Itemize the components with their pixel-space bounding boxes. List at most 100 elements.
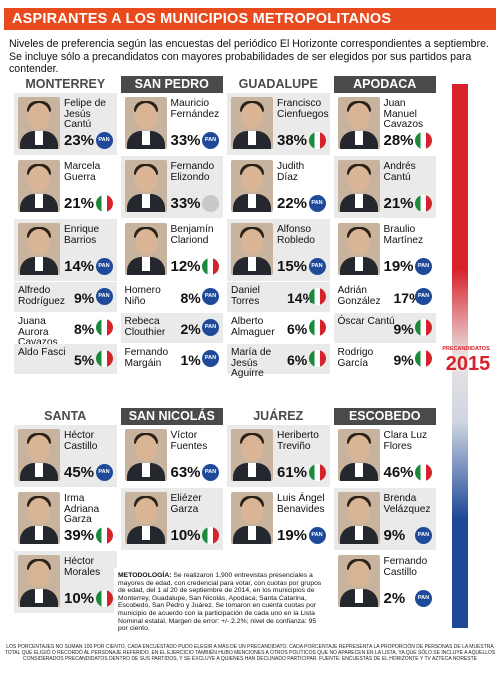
party-logo-pri: [95, 350, 113, 367]
candidate-percentage: 9%: [74, 290, 95, 306]
candidate-percentage: 10%: [64, 590, 95, 607]
candidate-name: Alfonso Robledo: [277, 224, 315, 246]
party-logo-pan: PAN: [415, 527, 432, 544]
candidate-percentage: 39%: [64, 527, 95, 544]
candidate-percentage: 38%: [277, 132, 308, 149]
party-logo-ind: [202, 195, 219, 212]
candidate-row: Aldo Fasci 5%: [14, 344, 117, 375]
candidate-percentage: 6%: [287, 352, 308, 368]
candidate-name: Rebeca Clouthier: [124, 316, 166, 338]
candidate-name: Marcela Guerra: [64, 161, 101, 183]
candidate-name: Fernando Elizondo: [170, 161, 215, 183]
candidate-card: Juan Manuel Cavazos 28%: [333, 93, 436, 156]
party-logo-pan: PAN: [415, 590, 432, 607]
candidate-percentage: 8%: [180, 290, 201, 306]
candidate-card: Braulio Martínez 19% PAN: [333, 219, 436, 282]
party-logo-pri: [308, 132, 326, 149]
candidate-card: Heriberto Treviño 61%: [227, 425, 330, 488]
candidate-row: María de Jesús Aguirre 6%: [227, 344, 330, 379]
candidate-row: Rodrigo García 9%: [333, 344, 436, 375]
party-logo-pri: [95, 590, 113, 607]
party-logo-pri: [415, 132, 432, 149]
party-logo-pan: PAN: [95, 132, 113, 149]
candidate-row: Juana Aurora Cavazos 8%: [14, 313, 117, 348]
party-color-bar: [452, 84, 468, 628]
candidate-card: Víctor Fuentes 63% PAN: [120, 425, 223, 488]
candidate-percentage: 8%: [74, 321, 95, 337]
party-logo-pan: PAN: [95, 258, 113, 275]
candidate-name: Francisco Cienfuegos: [277, 98, 329, 120]
candidate-row: Adrián González 17% PAN: [333, 282, 436, 313]
candidate-percentage: 2%: [180, 321, 201, 337]
candidate-percentage: 15%: [277, 258, 308, 275]
municipality-header: JUÁREZ: [227, 408, 330, 425]
candidate-photo: [231, 223, 273, 275]
candidate-percentage: 17%: [393, 290, 422, 306]
party-logo-pri: [95, 319, 113, 336]
candidate-row: Óscar Cantú 9%: [333, 313, 436, 344]
precandidatos-label: PRECANDIDATOS: [442, 346, 490, 352]
candidate-card: Fernando Castillo 2% PAN: [333, 551, 436, 614]
candidate-percentage: 23%: [64, 132, 95, 149]
candidate-name: Fernando Margáin: [124, 347, 169, 369]
candidate-photo: [124, 429, 167, 481]
candidate-card: Benjamín Clariond 12%: [120, 219, 223, 282]
party-logo-pri: [415, 350, 432, 367]
candidate-name: Braulio Martínez: [383, 224, 424, 246]
party-logo-pan: PAN: [95, 464, 113, 481]
party-logo-pri: [415, 195, 432, 212]
candidate-name: Irma Adriana Garza: [64, 493, 100, 526]
candidate-name: Alfredo Rodríguez: [18, 285, 66, 307]
municipality-header: APODACA: [333, 76, 436, 93]
candidate-percentage: 9%: [393, 352, 414, 368]
candidate-name: Luis Ángel Benavides: [277, 493, 325, 515]
candidate-percentage: 33%: [170, 195, 201, 212]
candidate-card: Clara Luz Flores 46%: [333, 425, 436, 488]
party-logo-pri: [308, 464, 326, 481]
candidate-photo: [337, 492, 380, 544]
candidate-photo: [337, 97, 380, 149]
candidate-card: Brenda Velázquez 9% PAN: [333, 488, 436, 551]
candidate-percentage: 21%: [383, 195, 414, 212]
candidate-name: Óscar Cantú: [337, 316, 395, 327]
candidate-row: Rebeca Clouthier 2% PAN: [120, 313, 223, 344]
candidate-photo: [337, 160, 380, 212]
candidate-photo: [18, 97, 60, 149]
party-logo-pan: PAN: [202, 132, 219, 149]
candidate-name: Adrián González: [337, 285, 381, 307]
candidate-photo: [124, 492, 167, 544]
candidate-photo: [18, 429, 60, 481]
candidate-photo: [231, 429, 273, 481]
candidate-photo: [337, 223, 380, 275]
candidate-name: Daniel Torres: [231, 285, 260, 307]
municipality-header: SANTA CATARINA: [14, 408, 117, 440]
candidate-row: Alberto Almaguer 6%: [227, 313, 330, 344]
candidate-card: Felipe de Jesús Cantú 23% PAN: [14, 93, 117, 156]
candidate-photo: [231, 492, 273, 544]
party-logo-pri: [308, 350, 326, 367]
party-logo-pri: [415, 319, 432, 336]
footer-note: LOS PORCENTAJES NO SUMAN 100 POR CIENTO,…: [4, 644, 496, 662]
bottom-municipalities-grid: SANTA CATARINASAN NICOLÁSJUÁREZESCOBEDOH…: [14, 408, 436, 614]
candidate-percentage: 45%: [64, 464, 95, 481]
candidate-name: Mauricio Fernández: [170, 98, 220, 120]
candidate-row: Daniel Torres 14%: [227, 282, 330, 313]
party-logo-pri: [202, 258, 219, 275]
candidate-name: Héctor Castillo: [64, 430, 98, 452]
candidate-card: Judith Díaz 22% PAN: [227, 156, 330, 219]
candidate-card: Héctor Castillo 45% PAN: [14, 425, 117, 488]
municipality-header: SAN NICOLÁS: [120, 408, 223, 425]
party-logo-pri: [95, 527, 113, 544]
party-logo-pri: [308, 288, 326, 305]
party-logo-pan: PAN: [308, 527, 326, 544]
candidate-name: Eliézer Garza: [170, 493, 202, 515]
candidate-name: Juan Manuel Cavazos: [383, 98, 424, 131]
candidate-percentage: 46%: [383, 464, 414, 481]
candidate-card: Mauricio Fernández 33% PAN: [120, 93, 223, 156]
candidate-row: Homero Niño 8% PAN: [120, 282, 223, 313]
candidate-percentage: 1%: [180, 352, 201, 368]
candidate-photo: [231, 160, 273, 212]
candidate-row: Alfredo Rodríguez 9% PAN: [14, 282, 117, 313]
party-logo-pri: [95, 195, 113, 212]
candidate-photo: [337, 555, 380, 607]
